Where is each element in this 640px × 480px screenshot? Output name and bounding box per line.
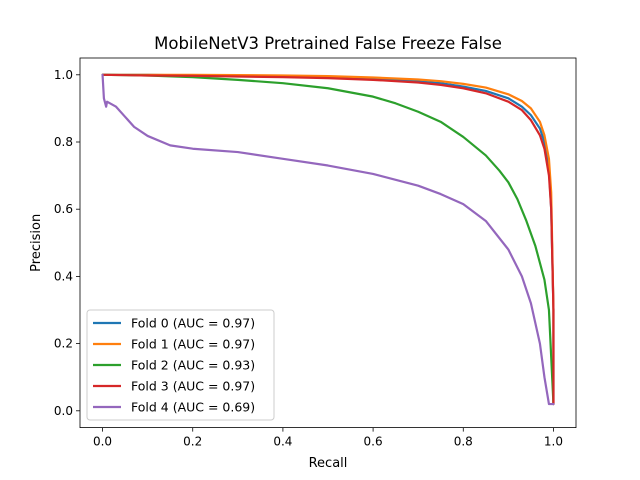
y-tick-label: 0.2 [54,337,73,351]
legend-label: Fold 3 (AUC = 0.97) [131,379,255,394]
legend: Fold 0 (AUC = 0.97) Fold 1 (AUC = 0.97) Fo… [86,309,275,421]
x-axis-label: Recall [309,456,348,471]
series-layer [101,73,555,406]
legend-label: Fold 2 (AUC = 0.93) [131,358,255,373]
legend-label: Fold 4 (AUC = 0.69) [131,400,255,415]
y-tick-label: 0.4 [54,269,73,283]
series-line-fold-2 [101,73,555,406]
plot-frame [79,57,577,429]
y-tick-label: 0.0 [54,404,73,418]
x-axis-ticks: 0.0 0.2 0.4 0.6 0.8 1.0 [93,427,563,449]
legend-label: Fold 0 (AUC = 0.97) [131,316,255,331]
legend-box [86,309,275,421]
x-tick-label: 0.2 [183,435,202,449]
y-axis-ticks: 0.0 0.2 0.4 0.6 0.8 1.0 [54,68,80,418]
x-tick-label: 0.4 [273,435,292,449]
legend-label: Fold 1 (AUC = 0.97) [131,337,255,352]
series-line-fold-4 [101,73,555,406]
y-tick-label: 1.0 [54,68,73,82]
y-tick-label: 0.8 [54,135,73,149]
x-tick-label: 0.0 [93,435,112,449]
y-tick-label: 0.6 [54,202,73,216]
x-tick-label: 0.6 [364,435,383,449]
series-line-fold-3 [101,73,555,406]
x-tick-label: 1.0 [544,435,563,449]
series-line-fold-1 [101,73,555,406]
chart-title: MobileNetV3 Pretrained False Freeze Fals… [154,34,502,53]
x-tick-label: 0.8 [454,435,473,449]
y-axis-label: Precision [29,214,44,272]
